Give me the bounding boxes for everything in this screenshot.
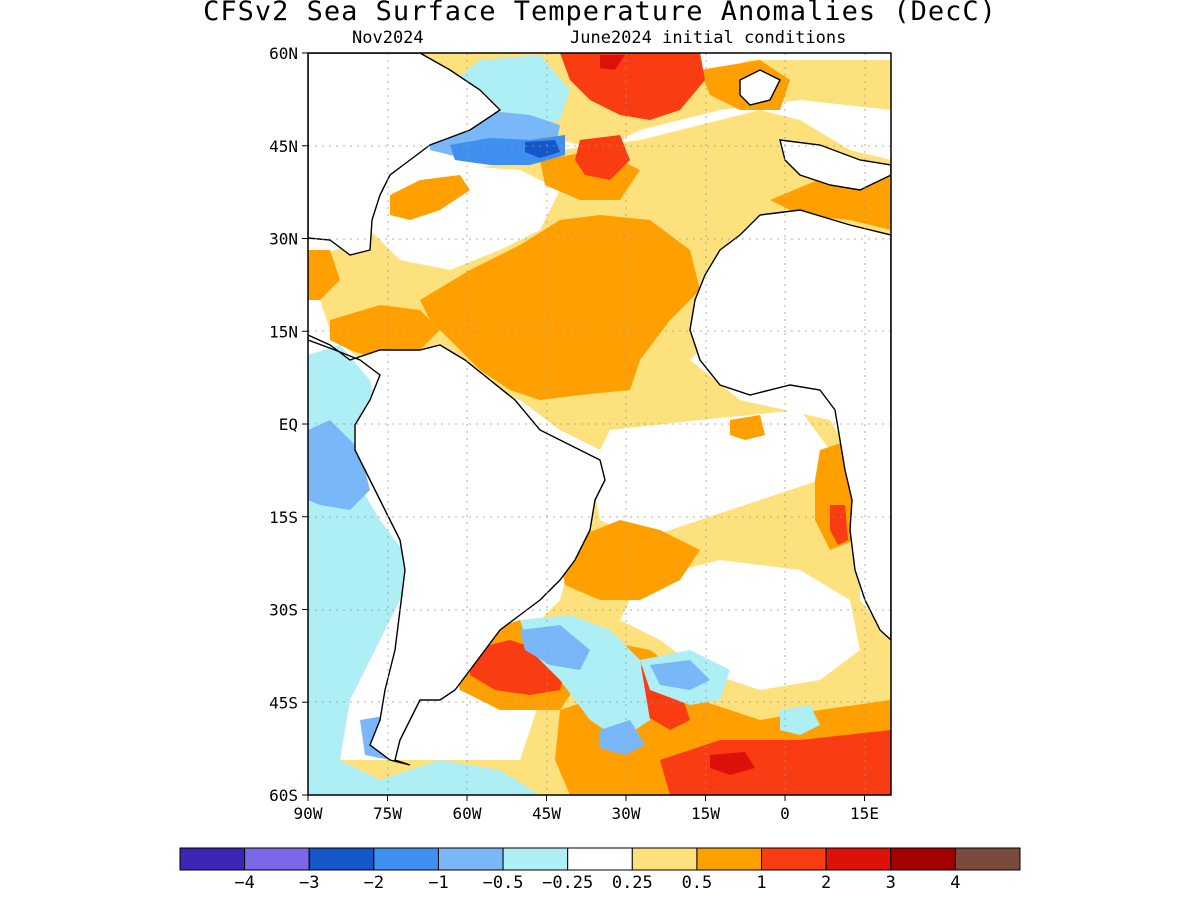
- colorbar-label: −1: [428, 873, 448, 893]
- lon-label: 75W: [373, 804, 402, 823]
- colorbar-label: 2: [821, 873, 831, 893]
- colorbar-label: 0.5: [682, 873, 713, 893]
- colorbar-label: 0.25: [612, 873, 653, 893]
- colorbar-swatch: [179, 847, 246, 871]
- colorbar-label: −4: [234, 873, 254, 893]
- colorbar-swatch: [437, 847, 504, 871]
- latitude-axis: 60N 45N 30N 15N EQ 15S 30S 45S 60S: [269, 44, 308, 805]
- lon-label: 45W: [532, 804, 561, 823]
- map-title: CFSv2 Sea Surface Temperature Anomalies …: [203, 0, 997, 27]
- lon-label: 15E: [850, 804, 879, 823]
- lat-label: 45N: [269, 137, 298, 156]
- lat-label: 15S: [269, 508, 298, 527]
- colorbar-label: −0.5: [483, 873, 524, 893]
- colorbar-swatch: [825, 847, 892, 871]
- lon-label: 90W: [294, 804, 323, 823]
- colorbar-swatch: [631, 847, 698, 871]
- colorbar-swatch: [502, 847, 569, 871]
- initial-conditions-label: June2024 initial conditions: [570, 28, 847, 48]
- colorbar-label: −3: [299, 873, 319, 893]
- colorbar-swatch: [244, 847, 310, 871]
- lat-label: 60N: [269, 44, 298, 63]
- colorbar-label: −0.25: [542, 873, 593, 893]
- colorbar-swatch: [567, 847, 633, 871]
- colorbar-swatch: [696, 847, 763, 871]
- lat-label: 15N: [269, 322, 298, 341]
- colorbar-label: −2: [364, 873, 384, 893]
- colorbar-label: 3: [886, 873, 896, 893]
- forecast-month-label: Nov2024: [352, 28, 424, 48]
- lat-label: 30N: [269, 230, 298, 249]
- lon-label: 30W: [612, 804, 641, 823]
- colorbar-swatch: [373, 847, 439, 871]
- lat-lon-gridlines: [308, 53, 891, 795]
- colorbar-swatch: [308, 847, 375, 871]
- lat-label: 45S: [269, 693, 298, 712]
- colorbar: −4 −3 −2 −1 −0.5 −0.25 0.25 0.5 1 2 3 4: [179, 847, 1021, 893]
- lat-label: EQ: [279, 415, 298, 434]
- lon-label: 15W: [691, 804, 720, 823]
- lat-label: 60S: [269, 786, 298, 805]
- colorbar-swatch: [954, 847, 1021, 871]
- lat-label: 30S: [269, 601, 298, 620]
- longitude-axis: 90W 75W 60W 45W 30W 15W 0 15E: [294, 795, 879, 823]
- lon-label: 60W: [453, 804, 482, 823]
- colorbar-swatch: [761, 847, 827, 871]
- colorbar-swatch: [890, 847, 956, 871]
- colorbar-label: 1: [756, 873, 766, 893]
- colorbar-label: 4: [950, 873, 960, 893]
- anomaly-field: [308, 53, 891, 795]
- lon-label: 0: [780, 804, 790, 823]
